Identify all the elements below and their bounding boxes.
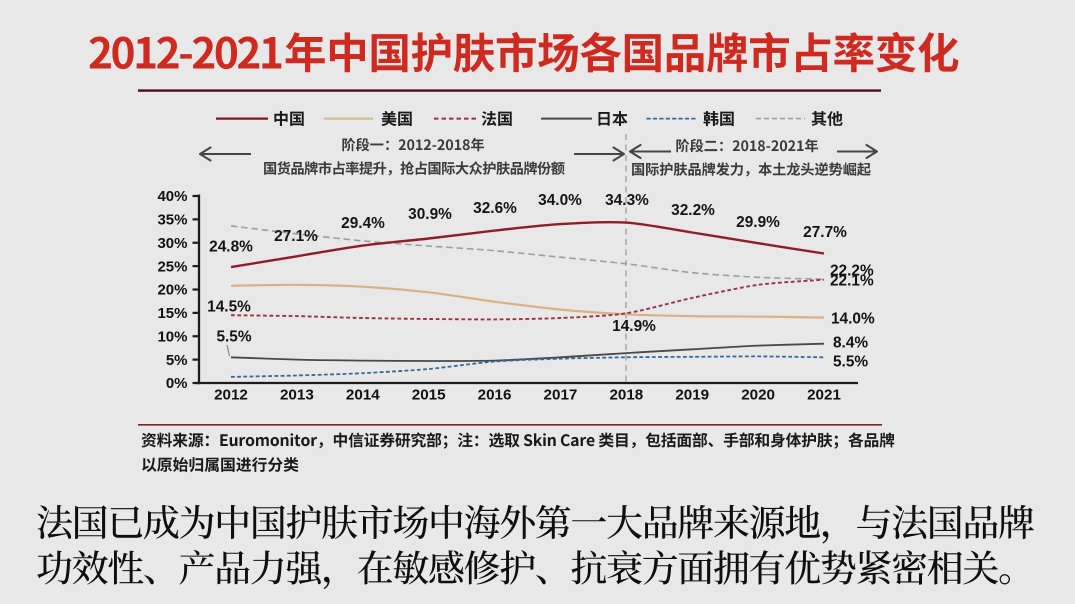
svg-text:2013: 2013 — [280, 387, 314, 404]
svg-text:2017: 2017 — [544, 387, 578, 404]
svg-text:27.1%: 27.1% — [274, 228, 318, 245]
svg-text:2018: 2018 — [609, 387, 643, 404]
svg-text:2014: 2014 — [346, 387, 380, 404]
svg-text:27.7%: 27.7% — [803, 224, 847, 241]
svg-text:29.4%: 29.4% — [341, 215, 385, 232]
svg-text:24.8%: 24.8% — [209, 239, 253, 256]
svg-text:35%: 35% — [157, 212, 187, 229]
svg-text:5.5%: 5.5% — [833, 354, 868, 371]
svg-text:22.2%: 22.2% — [830, 263, 874, 280]
svg-text:0%: 0% — [166, 375, 188, 392]
svg-text:2015: 2015 — [412, 387, 446, 404]
svg-text:10%: 10% — [157, 328, 187, 345]
svg-text:20%: 20% — [157, 282, 187, 299]
svg-text:40%: 40% — [157, 188, 187, 205]
svg-text:22.1%: 22.1% — [830, 273, 874, 290]
svg-text:29.9%: 29.9% — [736, 214, 780, 231]
svg-text:30.9%: 30.9% — [408, 206, 452, 223]
svg-text:2020: 2020 — [741, 387, 775, 404]
svg-text:2019: 2019 — [675, 387, 709, 404]
svg-text:5%: 5% — [166, 352, 188, 369]
svg-text:14.9%: 14.9% — [612, 318, 656, 335]
svg-text:15%: 15% — [157, 305, 187, 322]
svg-text:30%: 30% — [157, 235, 187, 252]
svg-text:34.0%: 34.0% — [538, 192, 582, 209]
svg-text:14.0%: 14.0% — [831, 311, 875, 328]
svg-text:34.3%: 34.3% — [605, 192, 649, 209]
svg-text:32.2%: 32.2% — [671, 202, 715, 219]
svg-text:2016: 2016 — [478, 387, 512, 404]
svg-text:5.5%: 5.5% — [216, 329, 251, 346]
svg-text:32.6%: 32.6% — [473, 200, 517, 217]
svg-text:2012: 2012 — [214, 387, 248, 404]
svg-text:8.4%: 8.4% — [833, 335, 868, 352]
svg-text:2021: 2021 — [807, 387, 841, 404]
svg-text:14.5%: 14.5% — [207, 299, 251, 316]
svg-text:25%: 25% — [157, 258, 187, 275]
